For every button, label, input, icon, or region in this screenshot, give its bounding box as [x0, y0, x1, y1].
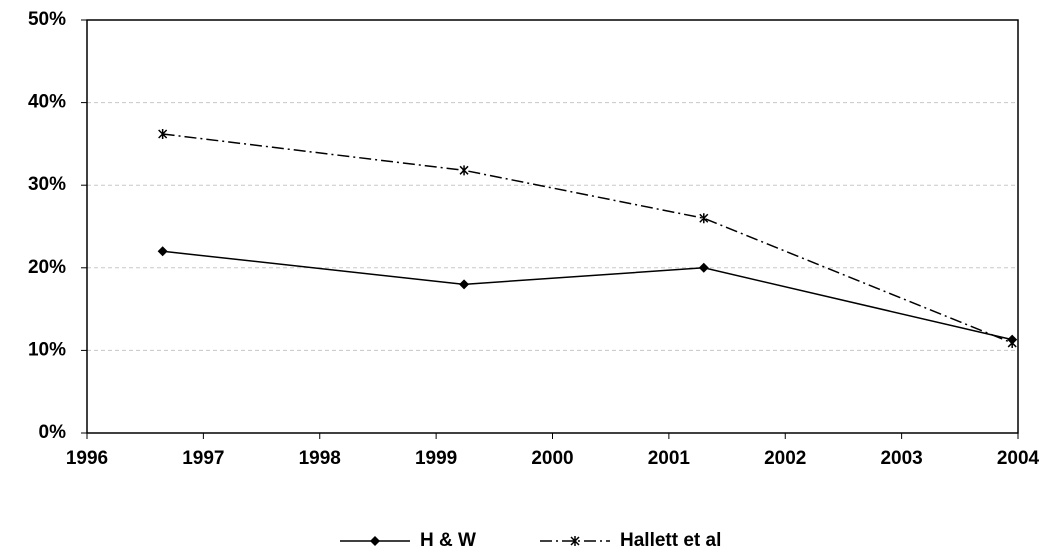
marker — [1007, 337, 1017, 348]
x-tick-label: 1999 — [415, 448, 457, 469]
marker — [157, 246, 168, 257]
legend-label: H & W — [420, 530, 476, 551]
marker — [459, 165, 469, 176]
series-line — [162, 250, 1013, 341]
x-tick-label: 2001 — [648, 448, 691, 469]
marker — [699, 213, 709, 224]
y-tick-label: 30% — [28, 174, 66, 195]
x-tick-label: 1996 — [66, 448, 108, 469]
legend-marker — [570, 536, 580, 546]
marker — [698, 262, 709, 273]
y-tick-label: 50% — [28, 9, 66, 30]
legend-label: Hallett et al — [620, 530, 721, 551]
y-tick-label: 20% — [28, 257, 66, 278]
marker — [158, 128, 168, 139]
marker — [459, 279, 470, 290]
x-tick-label: 2002 — [764, 448, 806, 469]
x-tick-label: 2000 — [531, 448, 573, 469]
x-tick-label: 2003 — [880, 448, 922, 469]
plot-frame — [86, 19, 1019, 434]
series-line — [162, 133, 1013, 344]
x-tick-label: 1997 — [182, 448, 224, 469]
y-tick-label: 0% — [39, 422, 67, 443]
x-tick-label: 2004 — [997, 448, 1040, 469]
x-tick-label: 1998 — [299, 448, 341, 469]
legend-marker — [370, 536, 380, 546]
y-tick-label: 40% — [28, 92, 66, 113]
y-tick-label: 10% — [28, 339, 66, 360]
